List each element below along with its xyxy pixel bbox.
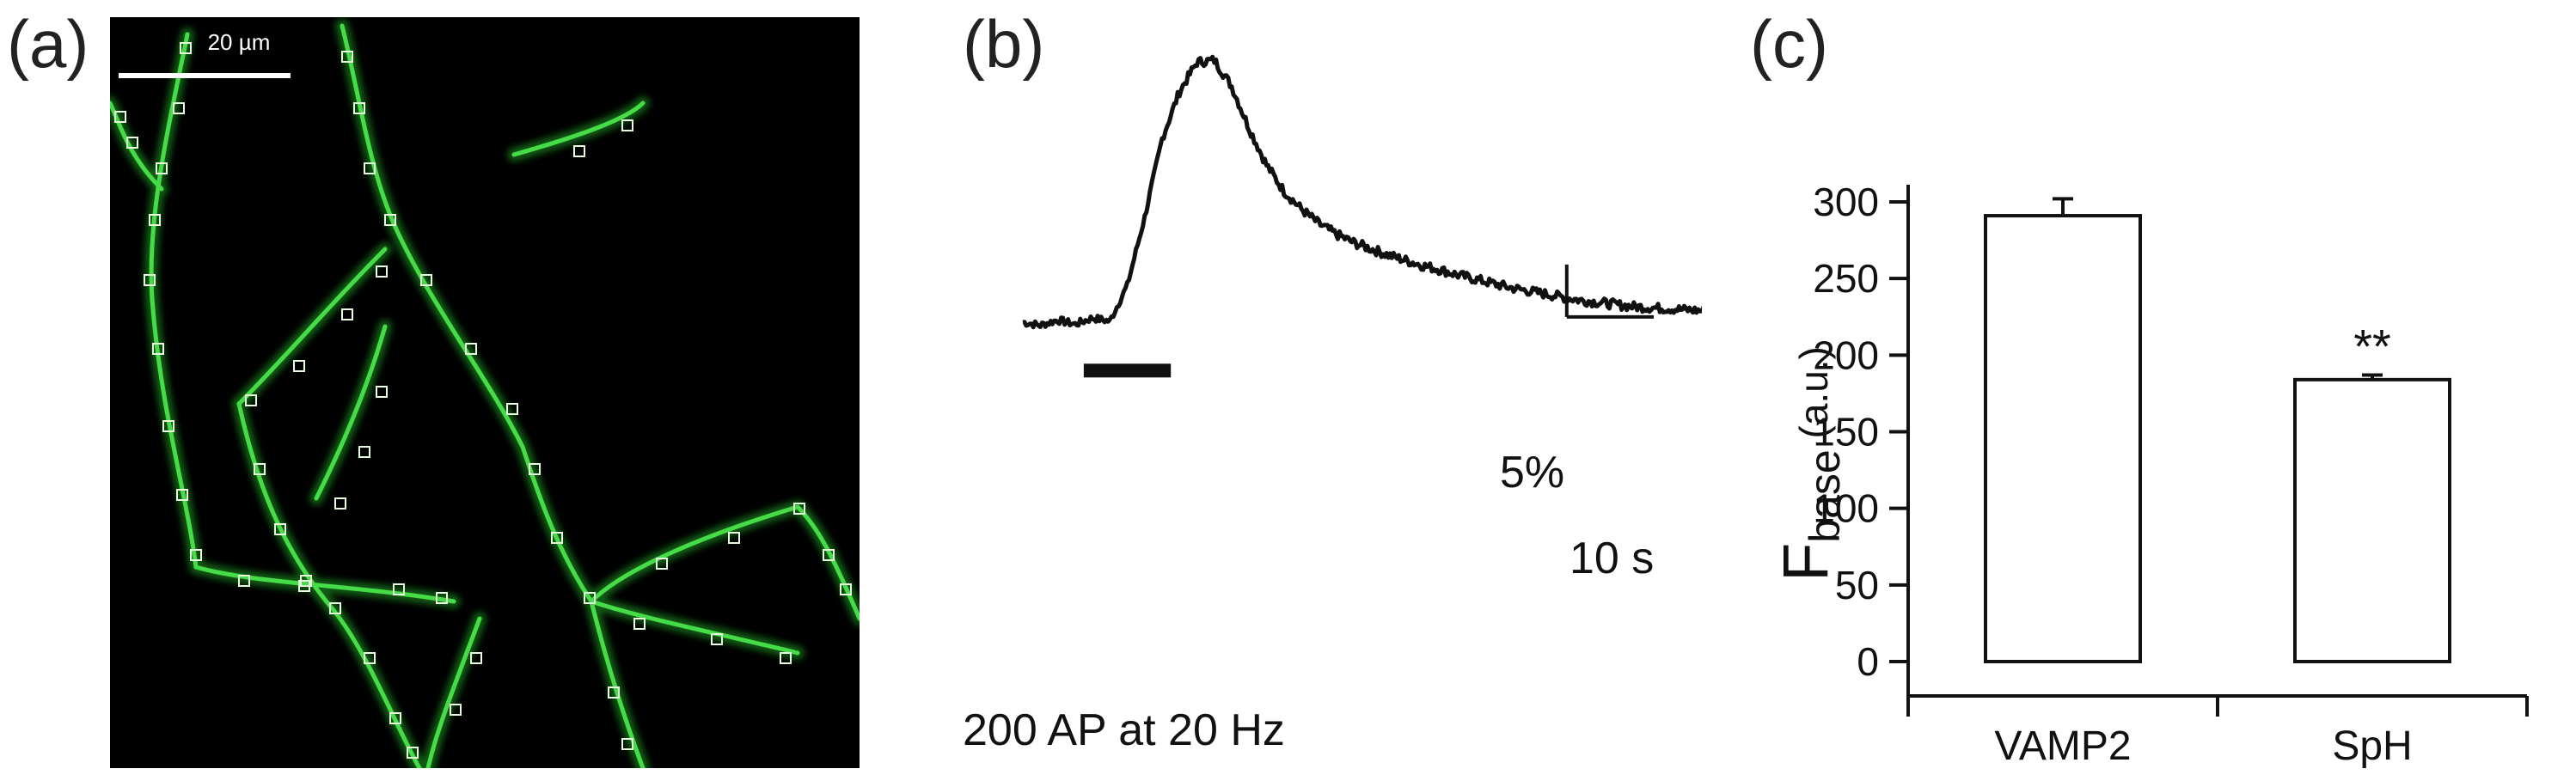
y-tick-label: 200 — [1813, 333, 1879, 377]
panel-label-b: (b) — [963, 6, 1045, 82]
panel-label-c: (c) — [1750, 6, 1828, 82]
y-axis-label: Fbase (a.u.) — [1770, 346, 1849, 582]
y-axis: 0 50 100 150 200 250 300 — [1813, 180, 1910, 696]
roi-markers — [114, 42, 852, 759]
y-axis-label-main: F — [1770, 543, 1841, 582]
neurites — [110, 23, 860, 768]
scale-y-label: 5% — [1500, 448, 1565, 497]
trace-panel: 5% 10 s 200 AP at 20 Hz — [963, 34, 1721, 777]
bar-chart: 0 50 100 150 200 250 300 ** VAMP2 SpH Fbase (a.… — [1770, 180, 2529, 769]
y-axis-label-subscript: base — [1801, 449, 1849, 542]
y-tick-label: 250 — [1813, 256, 1879, 301]
panel-label-a: (a) — [7, 6, 89, 82]
y-tick-label: 150 — [1813, 410, 1879, 455]
bar-chart-panel: 0 50 100 150 200 250 300 ** VAMP2 SpH Fbase (a.… — [1753, 95, 2576, 777]
trace-line — [1022, 54, 1721, 330]
stimulus-label: 200 AP at 20 Hz — [963, 705, 1285, 755]
x-axis: VAMP2 SpH — [1906, 694, 2529, 769]
neurite-glow — [110, 19, 860, 768]
stimulus-bar — [1083, 363, 1172, 378]
y-tick-label: 0 — [1857, 639, 1879, 684]
bar-sph — [2293, 377, 2451, 663]
y-tick-label: 50 — [1835, 563, 1879, 607]
trace-chart — [1022, 54, 1721, 378]
micrograph-image — [110, 19, 860, 768]
category-label: VAMP2 — [1994, 723, 2131, 769]
significance-marker: ** — [2353, 320, 2391, 374]
micrograph-panel: 20 µm — [110, 17, 860, 768]
bars: ** — [1984, 197, 2451, 664]
y-tick-label: 100 — [1813, 486, 1879, 531]
y-tick-label: 300 — [1813, 180, 1879, 224]
y-axis-label-unit: (a.u.) — [1791, 346, 1836, 449]
scale-x-label: 10 s — [1569, 534, 1655, 583]
scale-bar-label: 20 µm — [207, 29, 271, 55]
category-label: SpH — [2332, 723, 2412, 769]
bar-vamp2 — [1984, 214, 2142, 664]
